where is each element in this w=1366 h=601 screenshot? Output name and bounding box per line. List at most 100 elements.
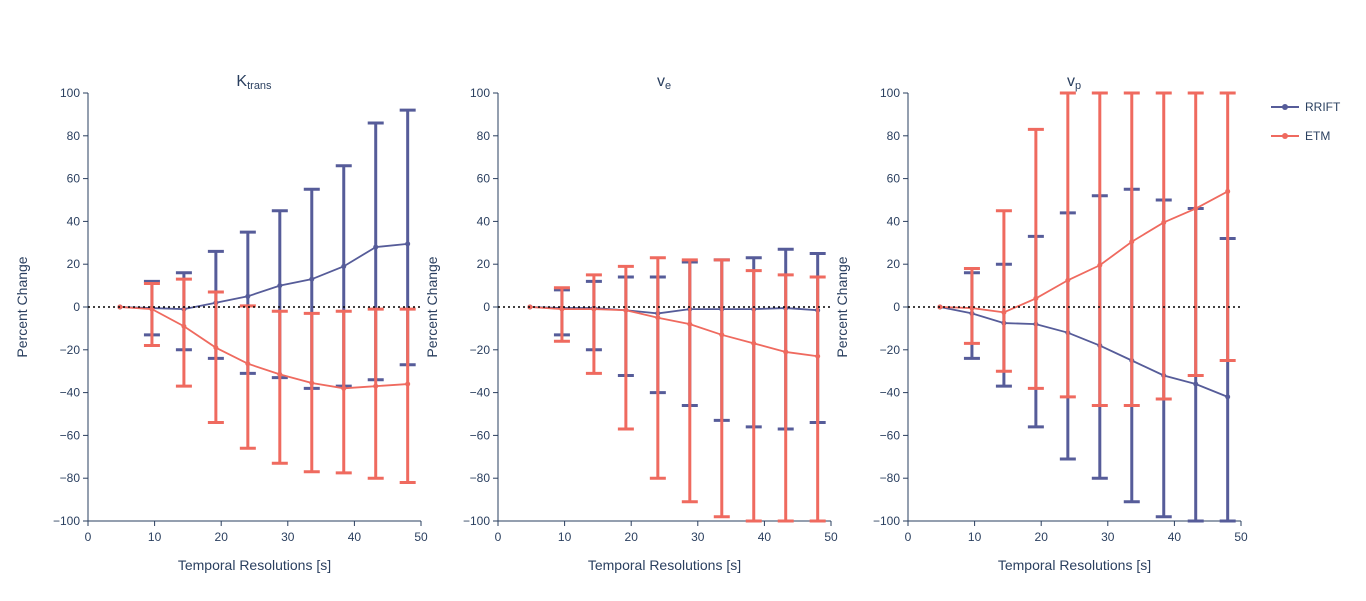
x-tick-label: 20	[1035, 530, 1049, 544]
data-point	[783, 349, 789, 355]
y-tick-label: 20	[887, 257, 901, 271]
y-tick-label: 100	[60, 86, 80, 100]
series-etm	[937, 91, 1236, 407]
x-tick-label: 50	[1234, 530, 1248, 544]
panel-ve: ve	[657, 73, 671, 92]
data-point	[1129, 239, 1135, 245]
data-point	[405, 241, 411, 247]
data-point	[623, 307, 629, 313]
y-tick-label: −60	[60, 428, 81, 442]
x-tick-label: 0	[905, 530, 912, 544]
y-tick-label: 40	[67, 214, 81, 228]
y-tick-label: 100	[470, 86, 490, 100]
y-tick-label: 80	[477, 129, 491, 143]
x-axis-title: Temporal Resolutions [s]	[178, 557, 331, 573]
data-point	[181, 323, 187, 329]
series-line	[119, 306, 408, 390]
data-point	[687, 321, 693, 327]
panel-title-sub: trans	[247, 80, 272, 92]
y-tick-label: 80	[887, 129, 901, 143]
legend-item-rrift[interactable]: RRIFT	[1271, 100, 1341, 114]
plot-area-1: −100 −80 −60 −40 −20 0 20 40 60 80 100 0 10 20 30 40 50 T…	[14, 86, 428, 573]
panel-title-sub: e	[665, 80, 671, 92]
data-point	[277, 371, 283, 377]
panel-vp: vp	[1067, 73, 1081, 92]
y-tick-label: 80	[67, 129, 81, 143]
data-point	[213, 345, 219, 351]
panel-title-sub: p	[1075, 80, 1081, 92]
data-point	[405, 381, 411, 387]
data-point	[245, 293, 251, 299]
series-rrift	[117, 108, 416, 390]
y-tick-label: 100	[880, 86, 900, 100]
data-point	[591, 306, 597, 312]
y-tick-label: −40	[470, 386, 491, 400]
x-tick-label: 20	[625, 530, 639, 544]
x-tick-label: 20	[215, 530, 229, 544]
legend-label: ETM	[1305, 129, 1330, 143]
y-tick-label: −100	[873, 514, 900, 528]
x-tick-label: 10	[558, 530, 572, 544]
panel-ktrans: Ktrans	[236, 73, 272, 92]
plot-area-3: −100 −80 −60 −40 −20 0 20 40 60 80 100 0 10 20 30 40 50 T…	[834, 86, 1248, 573]
panel-title-base: K	[236, 73, 247, 90]
data-point	[309, 276, 315, 282]
y-axis-title: Percent Change	[14, 256, 30, 357]
x-tick-label: 50	[414, 530, 428, 544]
legend-item-etm[interactable]: ETM	[1271, 129, 1330, 143]
data-point	[341, 263, 347, 269]
data-point	[1065, 277, 1071, 283]
y-tick-label: 40	[477, 214, 491, 228]
x-tick-label: 30	[691, 530, 705, 544]
legend-swatch-marker	[1282, 104, 1288, 110]
data-point	[559, 306, 565, 312]
x-tick-label: 40	[758, 530, 772, 544]
y-tick-label: −20	[470, 343, 491, 357]
data-point	[719, 332, 725, 338]
x-tick-label: 0	[495, 530, 502, 544]
series-etm	[527, 256, 826, 523]
data-point	[277, 283, 283, 289]
y-tick-label: 60	[477, 172, 491, 186]
data-point	[373, 383, 379, 389]
panel-title-base: v	[1067, 73, 1075, 90]
data-point	[1193, 381, 1199, 387]
x-tick-label: 10	[968, 530, 982, 544]
y-tick-label: −80	[470, 471, 491, 485]
data-point	[245, 361, 251, 367]
plot-area-2: −100 −80 −60 −40 −20 0 20 40 60 80 100 0 10 20 30 40 50 T…	[424, 86, 838, 573]
y-axis-title: Percent Change	[424, 256, 440, 357]
y-tick-label: −40	[60, 386, 81, 400]
y-tick-label: −80	[880, 471, 901, 485]
y-tick-label: 40	[887, 214, 901, 228]
data-point	[1097, 262, 1103, 268]
series-line	[119, 242, 408, 311]
x-axis-title: Temporal Resolutions [s]	[588, 557, 741, 573]
x-tick-label: 30	[281, 530, 295, 544]
x-tick-label: 40	[348, 530, 362, 544]
y-tick-label: 0	[483, 300, 490, 314]
data-point	[1193, 206, 1199, 212]
panel-title: Ktrans	[236, 73, 272, 92]
y-tick-label: 60	[887, 172, 901, 186]
y-tick-label: −100	[463, 514, 490, 528]
x-axis-title: Temporal Resolutions [s]	[998, 557, 1151, 573]
panel-title-base: v	[657, 73, 665, 90]
series-etm	[117, 277, 416, 484]
data-point	[655, 315, 661, 321]
legend-label: RRIFT	[1305, 100, 1341, 114]
x-tick-label: 30	[1101, 530, 1115, 544]
legend: RRIFT ETM	[1271, 100, 1341, 143]
data-point	[341, 385, 347, 391]
data-point	[1225, 394, 1231, 400]
y-tick-label: 60	[67, 172, 81, 186]
y-tick-label: −20	[60, 343, 81, 357]
data-point	[1033, 295, 1039, 301]
y-tick-label: 20	[477, 257, 491, 271]
y-tick-label: −20	[880, 343, 901, 357]
y-axis-title: Percent Change	[834, 256, 850, 357]
data-point	[1161, 219, 1167, 225]
data-point	[1001, 309, 1007, 315]
series-line	[939, 190, 1229, 314]
